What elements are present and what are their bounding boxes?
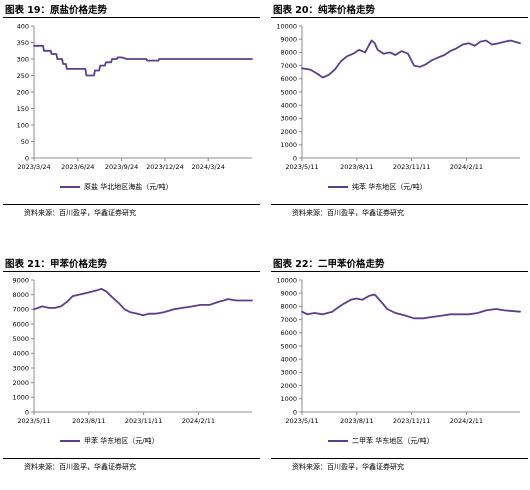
y-tick-label: 3000	[280, 115, 297, 123]
y-tick-label: 0	[293, 154, 297, 162]
y-tick-label: 7000	[280, 62, 297, 70]
legend-swatch	[328, 440, 348, 442]
source-divider	[3, 458, 260, 459]
chart-title: 图表 22：二甲苯价格走势	[273, 259, 385, 270]
x-tick-label: 2023/8/11	[72, 417, 105, 425]
legend-label: 原盐 华北地区海盐（元/吨）	[84, 183, 173, 191]
y-tick-label: 3000	[12, 364, 29, 372]
chart-title: 图表 20：纯苯价格走势	[273, 5, 376, 16]
y-tick-label: 2000	[280, 128, 297, 136]
legend-label: 甲苯 华东地区（元/吨）	[84, 437, 159, 445]
line-chart: 0 1000 2000 3000 4000 5000 6000 7000 8000 9000 202…	[12, 276, 253, 425]
legend-label: 纯苯 华东地区（元/吨）	[352, 183, 427, 191]
y-tick-label: 8000	[280, 303, 297, 311]
series-line	[33, 287, 253, 317]
y-tick-label: 5000	[280, 342, 297, 350]
x-tick-label: 2023/5/11	[285, 163, 318, 171]
chart-title: 图表 19：原盐价格走势	[5, 5, 108, 16]
y-tick-label: 3000	[280, 369, 297, 377]
x-tick-label: 2024/2/11	[450, 417, 483, 425]
x-tick-label: 2023/11/11	[393, 163, 430, 171]
line-chart: 0 1000 2000 3000 4000 5000 6000 7000 8000 9000 100…	[276, 276, 521, 425]
chart-panel-salt: 图表 19：原盐价格走势 0 50 100 150 200 250 300 350 400 202…	[0, 0, 260, 236]
chart-legend: 二甲苯 华东地区（元/吨）	[328, 436, 434, 446]
series-line	[301, 39, 521, 79]
y-tick-label: 7000	[12, 306, 29, 314]
y-tick-label: 300	[17, 55, 29, 63]
y-tick-label: 4000	[280, 102, 297, 110]
y-tick-label: 6000	[12, 320, 29, 328]
source-divider	[3, 204, 260, 205]
y-tick-label: 8000	[12, 291, 29, 299]
y-tick-label: 10000	[276, 22, 297, 30]
y-tick-label: 9000	[12, 276, 29, 284]
legend-swatch	[60, 186, 80, 188]
chart-legend: 甲苯 华东地区（元/吨）	[60, 436, 159, 446]
line-chart: 0 50 100 150 200 250 300 350 400 2023/3/24 2023/6/…	[17, 22, 253, 171]
chart-title: 图表 21：甲苯价格走势	[5, 259, 108, 270]
x-tick-label: 2023/11/11	[393, 417, 430, 425]
chart-legend: 纯苯 华东地区（元/吨）	[328, 182, 427, 192]
chart-panel-benzene: 图表 20：纯苯价格走势 0 1000 2000 3000 4000 5000 6000 70…	[268, 0, 528, 236]
x-tick-label: 2024/3/24	[192, 163, 225, 171]
y-tick-label: 10000	[276, 276, 297, 284]
x-tick-label: 2023/6/24	[61, 163, 94, 171]
y-tick-label: 2000	[280, 382, 297, 390]
y-tick-label: 250	[17, 72, 29, 80]
y-tick-label: 7000	[280, 316, 297, 324]
x-tick-label: 2023/11/11	[125, 417, 162, 425]
x-tick-label: 2023/5/11	[285, 417, 318, 425]
y-tick-label: 9000	[280, 290, 297, 298]
chart-legend: 原盐 华北地区海盐（元/吨）	[60, 182, 173, 192]
y-tick-label: 4000	[280, 356, 297, 364]
y-tick-label: 1000	[12, 394, 29, 402]
y-tick-label: 2000	[12, 379, 29, 387]
title-divider	[3, 17, 260, 18]
series-line	[33, 44, 253, 77]
line-chart: 0 1000 2000 3000 4000 5000 6000 7000 8000 9000 100…	[276, 22, 521, 171]
title-divider	[271, 271, 528, 272]
y-tick-label: 4000	[12, 350, 29, 358]
y-tick-label: 50	[21, 138, 29, 146]
x-tick-label: 2023/5/11	[17, 417, 50, 425]
chart-panel-toluene: 图表 21：甲苯价格走势 0 1000 2000 3000 4000 5000 6000 70…	[0, 254, 260, 490]
y-tick-label: 5000	[280, 88, 297, 96]
x-tick-label: 2023/8/11	[340, 163, 373, 171]
x-tick-label: 2023/9/24	[105, 163, 138, 171]
x-tick-label: 2023/12/24	[146, 163, 183, 171]
y-tick-label: 1000	[280, 395, 297, 403]
source-note: 资料来源：百川盈孚，华鑫证券研究	[292, 209, 404, 217]
y-tick-label: 5000	[12, 335, 29, 343]
x-tick-label: 2023/8/11	[340, 417, 373, 425]
legend-swatch	[328, 186, 348, 188]
legend-label: 二甲苯 华东地区（元/吨）	[352, 437, 434, 445]
source-divider	[271, 458, 528, 459]
y-tick-label: 0	[25, 154, 29, 162]
source-divider	[271, 204, 528, 205]
source-note: 资料来源：百川盈孚，华鑫证券研究	[292, 463, 404, 471]
y-tick-label: 9000	[280, 36, 297, 44]
chart-panel-xylene: 图表 22：二甲苯价格走势 0 1000 2000 3000 4000 5000 6000 7…	[268, 254, 528, 490]
x-tick-label: 2024/2/11	[450, 163, 483, 171]
y-tick-label: 0	[293, 408, 297, 416]
y-tick-label: 150	[17, 105, 29, 113]
title-divider	[271, 17, 528, 18]
y-tick-label: 6000	[280, 329, 297, 337]
series-line	[301, 293, 521, 320]
source-note: 资料来源：百川盈孚，华鑫证券研究	[24, 463, 136, 471]
y-tick-label: 350	[17, 39, 29, 47]
y-tick-label: 6000	[280, 75, 297, 83]
title-divider	[3, 271, 260, 272]
x-tick-label: 2024/2/11	[182, 417, 215, 425]
y-tick-label: 100	[17, 121, 29, 129]
x-tick-label: 2023/3/24	[17, 163, 50, 171]
y-tick-label: 0	[25, 408, 29, 416]
y-tick-label: 400	[17, 22, 29, 30]
source-note: 资料来源：百川盈孚，华鑫证券研究	[24, 209, 136, 217]
legend-swatch	[60, 440, 80, 442]
y-tick-label: 1000	[280, 141, 297, 149]
y-tick-label: 200	[17, 88, 29, 96]
y-tick-label: 8000	[280, 49, 297, 57]
